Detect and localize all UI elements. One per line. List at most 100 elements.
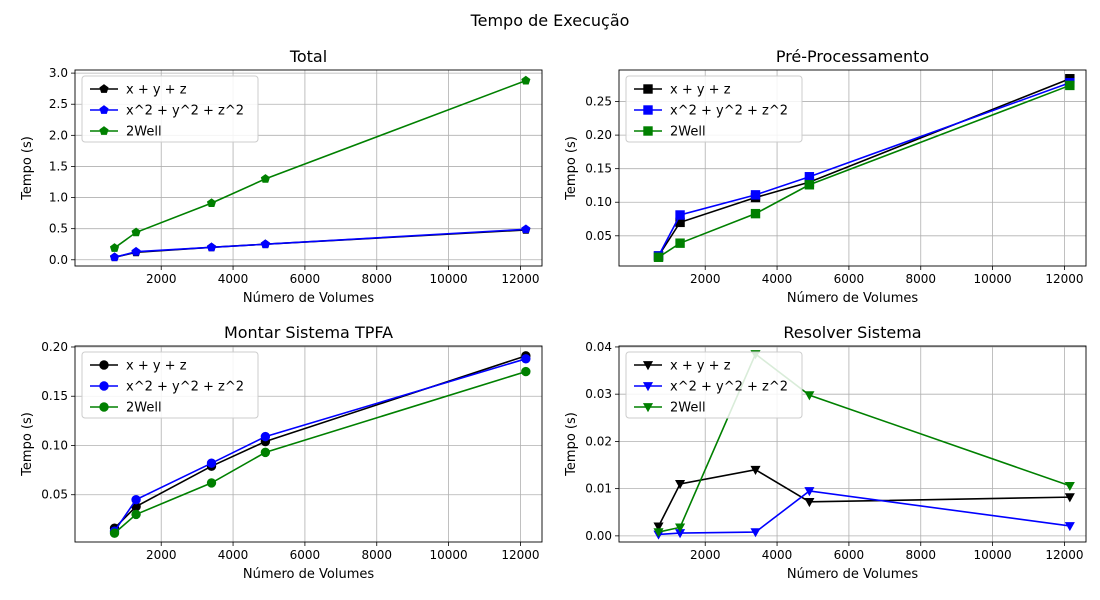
y-tick-label: 0.04 — [585, 340, 612, 354]
subplots-grid: 2000 4000 6000 8000 10000 12000 0.0 0.5 1.0 1.5 2.… — [20, 47, 1087, 582]
legend-marker — [99, 360, 109, 370]
legend-box — [625, 75, 803, 143]
legend: x + y + z x^2 + y^2 + z^2 2Well — [625, 75, 803, 143]
data-point — [260, 174, 270, 183]
legend-marker — [99, 402, 109, 412]
data-point — [131, 509, 141, 520]
data-point — [675, 523, 686, 533]
x-tick-label: 4000 — [762, 272, 793, 286]
x-tick-label: 12000 — [1045, 272, 1083, 286]
data-point — [1064, 493, 1075, 503]
x-tick-label: 6000 — [290, 272, 321, 286]
legend-label: 2Well — [670, 401, 706, 416]
y-tick-label: 0.20 — [41, 340, 68, 354]
y-tick-label: 0.25 — [585, 95, 612, 109]
x-tick-label: 12000 — [501, 272, 539, 286]
subplot-title: Total — [289, 47, 327, 66]
axes-frame — [74, 345, 543, 543]
y-tick-label: 0.02 — [585, 434, 612, 448]
data-point — [109, 252, 120, 262]
legend-label: x^2 + y^2 + z^2 — [670, 380, 788, 395]
legend-label: x^2 + y^2 + z^2 — [670, 104, 788, 119]
legend-marker — [642, 361, 654, 371]
data-point — [109, 528, 120, 538]
data-point — [675, 480, 686, 490]
x-axis-label: Número de Volumes — [787, 567, 919, 582]
subplot-title: Resolver Sistema — [783, 323, 921, 342]
y-tick-label: 1.0 — [49, 191, 68, 205]
legend-box — [81, 75, 259, 143]
x-tick-label: 8000 — [361, 548, 392, 562]
legend: x + y + z x^2 + y^2 + z^2 2Well — [625, 351, 803, 419]
data-point — [675, 210, 685, 220]
subplot-1: 2000 4000 6000 8000 10000 12000 0.0 0.5 1.0 1.5 2.… — [20, 47, 543, 306]
y-tick-label: 0.05 — [41, 488, 68, 502]
y-tick-label: 0.01 — [585, 482, 612, 496]
data-point — [804, 487, 815, 497]
data-point — [521, 224, 531, 234]
data-point — [653, 522, 664, 532]
legend-marker — [642, 403, 654, 413]
x-tick-label: 8000 — [905, 548, 936, 562]
y-tick-label: 2.0 — [49, 128, 68, 142]
x-axis-label: Número de Volumes — [243, 567, 375, 582]
x-tick-label: 10000 — [974, 548, 1012, 562]
y-axis-label: Tempo (s) — [20, 136, 35, 201]
x-tick-label: 2000 — [146, 272, 177, 286]
data-point — [260, 447, 271, 458]
data-point — [804, 172, 815, 182]
subplot-title: Pré-Processamento — [776, 47, 929, 66]
legend-label: x + y + z — [126, 359, 187, 374]
legend-marker — [99, 105, 109, 114]
data-point — [750, 190, 761, 200]
legend-label: 2Well — [126, 125, 162, 140]
x-tick-label: 4000 — [762, 548, 793, 562]
x-tick-label: 4000 — [218, 272, 249, 286]
y-axis-label: Tempo (s) — [564, 412, 579, 477]
y-tick-label: 0.15 — [585, 162, 612, 176]
x-tick-label: 6000 — [834, 548, 865, 562]
data-point — [653, 528, 664, 538]
data-point — [521, 75, 531, 85]
data-point — [521, 354, 531, 364]
data-point — [750, 528, 761, 538]
data-point — [750, 465, 761, 475]
data-point — [521, 366, 531, 377]
x-axis-label: Número de Volumes — [243, 291, 375, 306]
legend-marker — [99, 126, 109, 135]
data-point — [804, 391, 815, 401]
y-tick-label: 0.03 — [585, 387, 612, 401]
y-tick-label: 2.5 — [49, 97, 68, 111]
x-tick-label: 6000 — [834, 272, 865, 286]
x-axis-label: Número de Volumes — [787, 291, 919, 306]
x-tick-label: 6000 — [290, 548, 321, 562]
y-tick-label: 0.0 — [49, 253, 68, 267]
y-tick-label: 0.00 — [585, 529, 612, 543]
legend-label: x + y + z — [670, 83, 731, 98]
data-point — [131, 246, 141, 256]
data-point — [206, 458, 217, 468]
figure-title: Tempo de Execução — [470, 11, 630, 30]
y-axis-label: Tempo (s) — [564, 136, 579, 201]
legend-box — [625, 351, 803, 419]
y-axis-label: Tempo (s) — [20, 412, 35, 477]
data-point — [653, 252, 664, 262]
y-tick-label: 0.5 — [49, 222, 68, 236]
data-point — [1064, 522, 1075, 532]
data-point — [131, 227, 141, 237]
x-tick-label: 2000 — [690, 548, 721, 562]
data-point — [206, 478, 217, 488]
data-point — [260, 239, 270, 249]
legend-marker — [643, 126, 653, 136]
legend-marker — [643, 84, 653, 94]
data-point — [131, 494, 141, 505]
x-tick-label: 8000 — [905, 272, 936, 286]
x-tick-label: 4000 — [218, 548, 249, 562]
data-point — [1064, 481, 1075, 492]
legend-marker — [99, 381, 109, 391]
x-tick-label: 10000 — [974, 272, 1012, 286]
subplot-2: 2000 4000 6000 8000 10000 12000 0.05 0.10 0.15 0.… — [564, 47, 1087, 306]
x-tick-label: 2000 — [690, 272, 721, 286]
y-tick-label: 0.10 — [585, 195, 612, 209]
